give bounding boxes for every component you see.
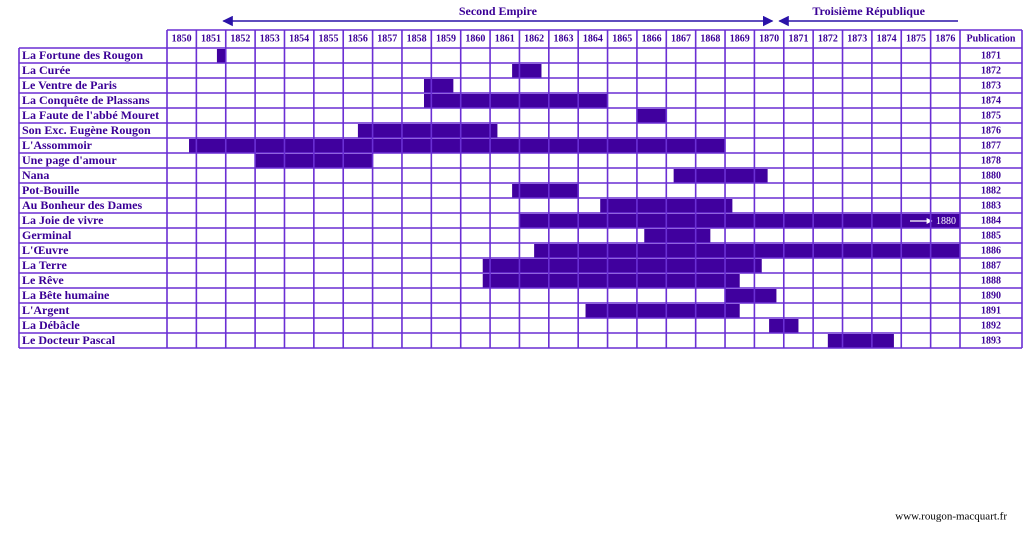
bar [644,229,711,243]
bar [482,259,762,273]
x-tick-label: 1851 [201,33,221,44]
row-label: L'Assommoir [22,138,93,152]
x-tick-label: 1864 [583,33,603,44]
row-label: La Conquête de Plassans [22,93,150,107]
publication-year: 1884 [981,215,1001,226]
x-tick-label: 1867 [671,33,691,44]
publication-year: 1886 [981,245,1001,256]
bar [673,169,768,183]
publication-year: 1892 [981,320,1001,331]
row-label: Pot-Bouille [22,183,80,197]
period-label: Troisième République [812,4,925,18]
bar [423,94,608,108]
x-tick-label: 1852 [230,33,250,44]
bar [423,79,454,93]
publication-year: 1885 [981,230,1001,241]
row-label: La Terre [22,258,67,272]
row-label: Le Ventre de Paris [22,78,117,92]
row-label: L'Œuvre [22,243,69,257]
bar [636,109,667,123]
x-tick-label: 1876 [935,33,955,44]
bar [519,214,960,228]
publication-year: 1871 [981,50,1001,61]
source: www.rougon-macquart.fr [895,511,1007,523]
x-tick-label: 1855 [319,33,339,44]
bar [585,304,740,318]
x-tick-label: 1860 [465,33,485,44]
x-tick-label: 1854 [289,33,309,44]
x-tick-label: 1866 [642,33,662,44]
row-label: La Curée [22,63,71,77]
publication-year: 1893 [981,335,1001,346]
x-tick-label: 1872 [818,33,838,44]
row-label: Son Exc. Eugène Rougon [22,123,151,137]
x-tick-label: 1873 [847,33,867,44]
publication-year: 1878 [981,155,1001,166]
row-label: La Fortune des Rougon [22,48,143,62]
publication-year: 1883 [981,200,1001,211]
row-label: L'Argent [22,303,69,317]
x-tick-label: 1861 [495,33,515,44]
row-label: Au Bonheur des Dames [22,198,142,212]
x-tick-label: 1853 [260,33,280,44]
publication-year: 1872 [981,65,1001,76]
bar [216,49,226,63]
x-tick-label: 1850 [172,33,192,44]
row-label: Le Docteur Pascal [22,333,116,347]
bar [512,64,542,78]
bar [512,184,579,198]
x-tick-label: 1863 [554,33,574,44]
x-tick-label: 1865 [612,33,632,44]
publication-year: 1873 [981,80,1001,91]
bar [357,124,498,138]
row-label: La Bête humaine [22,288,110,302]
x-tick-label: 1874 [877,33,897,44]
bar [827,334,894,348]
row-label: La Faute de l'abbé Mouret [22,108,159,122]
publication-header: Publication [967,33,1016,44]
x-tick-label: 1869 [730,33,750,44]
publication-year: 1874 [981,95,1001,106]
x-tick-label: 1856 [348,33,368,44]
row-label: Une page d'amour [22,153,117,167]
x-tick-label: 1870 [759,33,779,44]
publication-year: 1876 [981,125,1001,136]
row-label: Germinal [22,228,72,242]
publication-year: 1887 [981,260,1001,271]
x-tick-label: 1862 [524,33,544,44]
x-tick-label: 1868 [700,33,720,44]
publication-year: 1880 [981,170,1001,181]
bar [189,139,726,153]
row-label: Nana [22,168,49,182]
bar [534,244,960,258]
x-tick-label: 1871 [788,33,808,44]
publication-year: 1875 [981,110,1001,121]
bar [725,289,777,303]
row-label: Le Rêve [22,273,64,287]
row-label: La Joie de vivre [22,213,104,227]
row-label: La Débâcle [22,318,80,332]
x-tick-label: 1859 [436,33,456,44]
continuation-label: 1880 [936,216,956,227]
publication-year: 1877 [981,140,1001,151]
publication-year: 1882 [981,185,1001,196]
publication-year: 1891 [981,305,1001,316]
x-tick-label: 1858 [407,33,427,44]
period-label: Second Empire [459,4,538,18]
publication-year: 1890 [981,290,1001,301]
x-tick-label: 1857 [377,33,397,44]
publication-year: 1888 [981,275,1001,286]
bar [482,274,740,288]
x-tick-label: 1875 [906,33,926,44]
